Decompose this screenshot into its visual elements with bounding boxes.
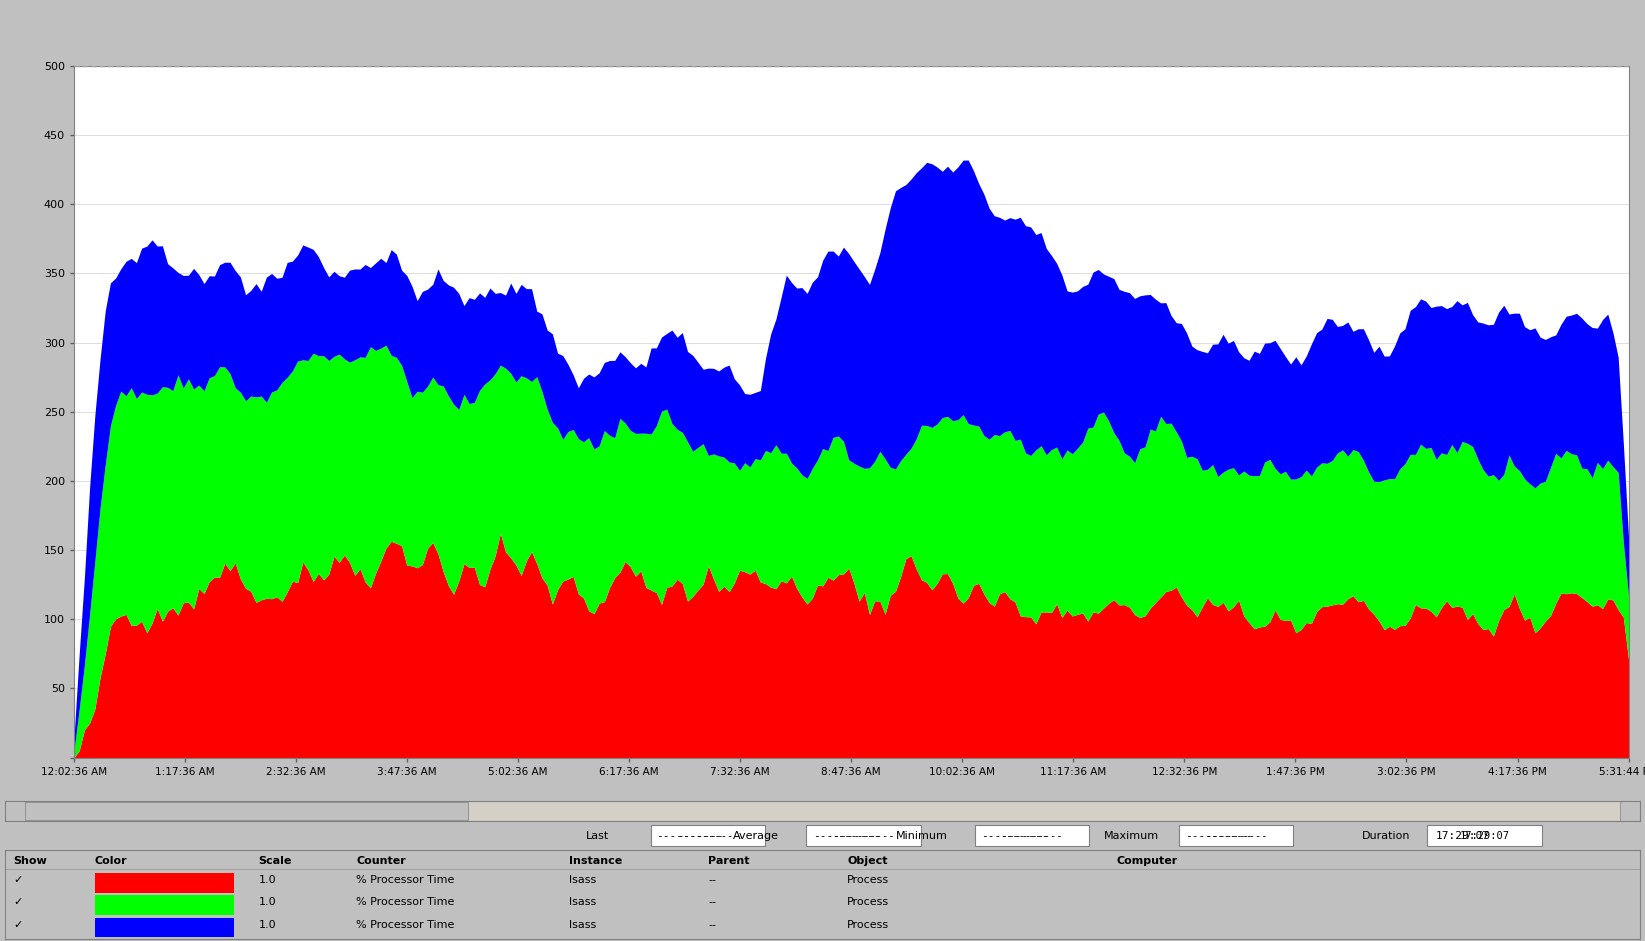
Text: Process: Process xyxy=(847,898,890,907)
FancyBboxPatch shape xyxy=(651,825,765,846)
Text: Parent: Parent xyxy=(707,856,750,866)
Text: 1.0: 1.0 xyxy=(258,898,276,907)
Text: Instance: Instance xyxy=(569,856,622,866)
Bar xyxy=(95,917,234,937)
Text: ✓: ✓ xyxy=(13,919,23,930)
Text: ----------: ---------- xyxy=(1186,831,1253,840)
Text: --: -- xyxy=(707,919,716,930)
Text: ✓: ✓ xyxy=(13,875,23,885)
Bar xyxy=(5,801,25,821)
Text: ----------: ---------- xyxy=(656,831,724,840)
Text: lsass: lsass xyxy=(569,898,595,907)
Bar xyxy=(95,873,234,893)
FancyBboxPatch shape xyxy=(806,825,921,846)
Text: Maximum: Maximum xyxy=(1104,831,1158,840)
Text: Process: Process xyxy=(847,919,890,930)
Text: 17:29:07: 17:29:07 xyxy=(1459,831,1510,840)
Text: ----------: ---------- xyxy=(1204,831,1267,840)
Text: ----------: ---------- xyxy=(980,831,1048,840)
Text: ✓: ✓ xyxy=(13,898,23,907)
FancyBboxPatch shape xyxy=(1428,825,1541,846)
Text: % Processor Time: % Processor Time xyxy=(357,898,456,907)
Text: Process: Process xyxy=(847,875,890,885)
Bar xyxy=(1620,801,1640,821)
Text: ----------: ---------- xyxy=(676,831,739,840)
Text: Computer: Computer xyxy=(1117,856,1178,866)
Text: Duration: Duration xyxy=(1362,831,1411,840)
Text: Color: Color xyxy=(95,856,128,866)
Text: % Processor Time: % Processor Time xyxy=(357,875,456,885)
Text: lsass: lsass xyxy=(569,919,595,930)
Text: ----------: ---------- xyxy=(1000,831,1063,840)
Text: 1.0: 1.0 xyxy=(258,919,276,930)
Text: Scale: Scale xyxy=(258,856,291,866)
Text: 17:29:07: 17:29:07 xyxy=(1436,831,1490,840)
Text: ----------: ---------- xyxy=(813,831,880,840)
Text: lsass: lsass xyxy=(569,875,595,885)
FancyBboxPatch shape xyxy=(1179,825,1293,846)
Text: --: -- xyxy=(707,898,716,907)
Text: Show: Show xyxy=(13,856,46,866)
Text: Object: Object xyxy=(847,856,888,866)
Bar xyxy=(95,895,234,915)
Text: Average: Average xyxy=(732,831,778,840)
Text: % Processor Time: % Processor Time xyxy=(357,919,456,930)
Text: ----------: ---------- xyxy=(832,831,895,840)
FancyBboxPatch shape xyxy=(974,825,1089,846)
Text: 1.0: 1.0 xyxy=(258,875,276,885)
Text: Last: Last xyxy=(586,831,609,840)
Text: Counter: Counter xyxy=(357,856,406,866)
Text: Minimum: Minimum xyxy=(897,831,948,840)
Text: --: -- xyxy=(707,875,716,885)
Bar xyxy=(10,803,467,820)
